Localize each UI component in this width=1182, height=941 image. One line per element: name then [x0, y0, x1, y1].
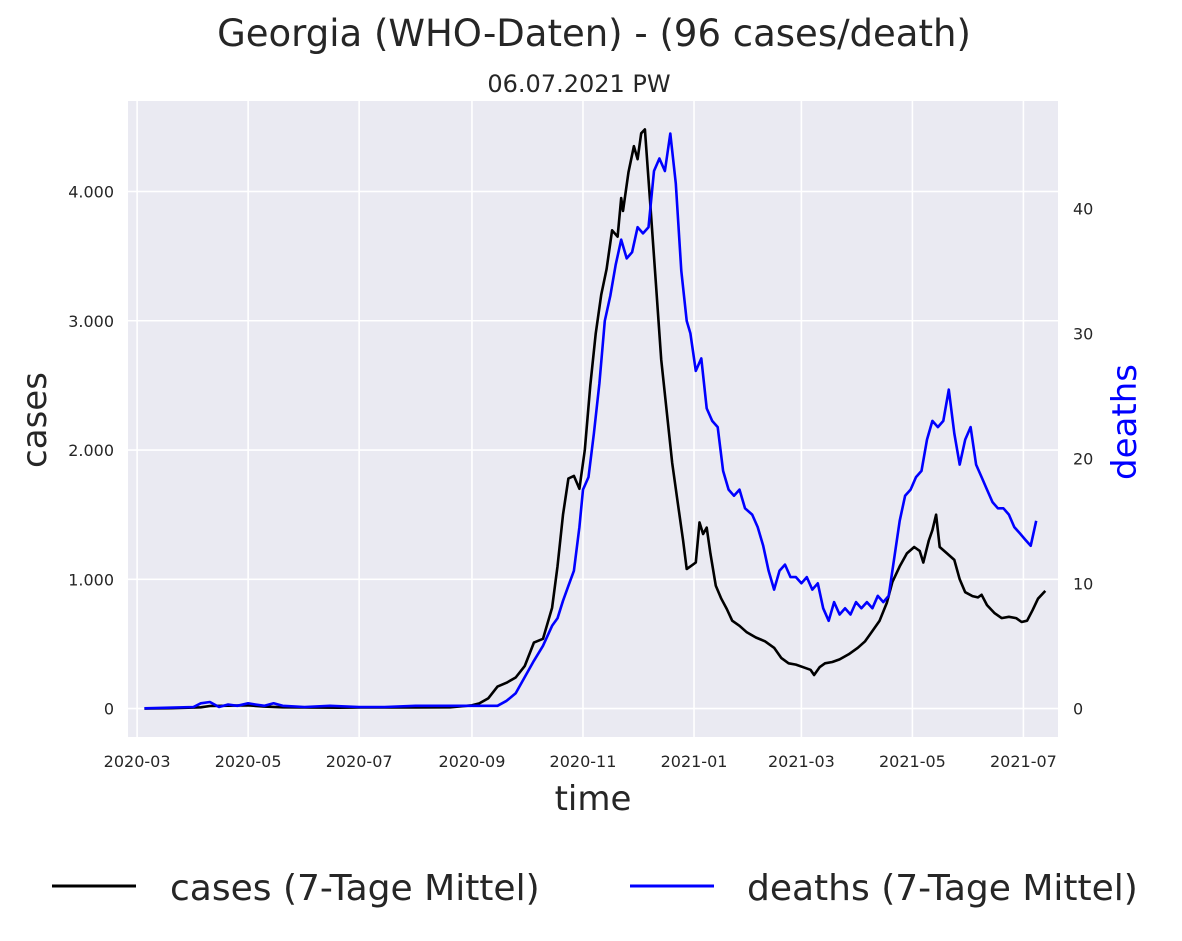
y-tick-label: 3.000 — [68, 312, 114, 331]
y2-tick-label: 10 — [1073, 574, 1093, 593]
legend-cases-label: cases (7-Tage Mittel) — [170, 868, 540, 909]
grid — [128, 101, 1058, 737]
x-tick-label: 2021-05 — [879, 752, 946, 771]
series-layer — [144, 128, 1047, 710]
x-tick-label: 2020-05 — [215, 752, 282, 771]
y2-axis-label: deaths — [1105, 364, 1145, 480]
x-tick-label: 2020-11 — [550, 752, 617, 771]
plot-area — [128, 101, 1058, 737]
x-tick-label: 2021-01 — [661, 752, 728, 771]
y-tick-label: 1.000 — [68, 570, 114, 589]
y-axis-label: cases — [15, 372, 55, 468]
legend: cases (7-Tage Mittel) deaths (7-Tage Mit… — [52, 868, 1138, 909]
y2-tick-label: 20 — [1073, 449, 1093, 468]
legend-deaths-label: deaths (7-Tage Mittel) — [747, 868, 1138, 909]
x-axis-label: time — [555, 779, 632, 819]
deaths-series-line — [144, 132, 1038, 710]
x-tick-label: 2020-07 — [326, 752, 393, 771]
chart-title: Georgia (WHO-Daten) - (96 cases/death) — [217, 12, 971, 55]
x-tick-label: 2021-03 — [768, 752, 835, 771]
y-tick-label: 0 — [104, 700, 114, 719]
cases-series-line — [144, 128, 1047, 710]
y-tick-label: 2.000 — [68, 441, 114, 460]
x-tick-label: 2021-07 — [990, 752, 1057, 771]
chart-subtitle: 06.07.2021 PW — [487, 70, 670, 98]
x-tick-label: 2020-09 — [439, 752, 506, 771]
ticks: 2020-03 2020-05 2020-07 2020-09 2020-11 2021-… — [68, 182, 1093, 771]
y-tick-label: 4.000 — [68, 182, 114, 201]
x-tick-label: 2020-03 — [104, 752, 171, 771]
y2-tick-label: 30 — [1073, 324, 1093, 343]
y2-tick-label: 40 — [1073, 199, 1093, 218]
y2-tick-label: 0 — [1073, 699, 1083, 718]
